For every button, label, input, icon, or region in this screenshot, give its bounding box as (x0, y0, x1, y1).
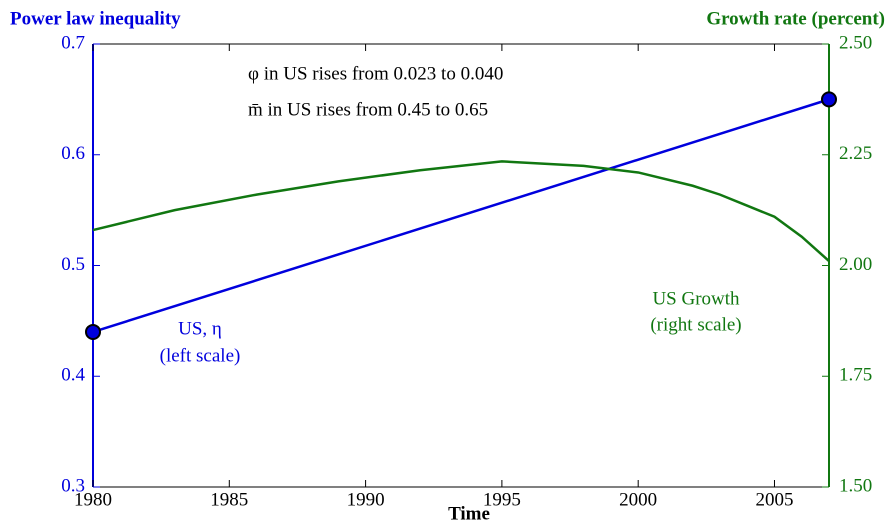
x-tick-label: 1995 (483, 489, 521, 510)
annotation: (left scale) (160, 345, 241, 366)
y-tick-label: 0.4 (61, 365, 85, 386)
x-tick-label: 2000 (619, 489, 657, 510)
annotation: (right scale) (650, 314, 741, 335)
y2-tick-label: 2.25 (839, 143, 872, 164)
x-tick-label: 2005 (755, 489, 793, 510)
marker (821, 91, 837, 108)
x-axis-title: Time (448, 503, 490, 524)
line (92, 160, 830, 263)
y-tick-label: 0.3 (61, 475, 85, 496)
y-axis-title: Power law inequality (10, 8, 181, 29)
annotation: US, η (178, 318, 222, 339)
y-tick-label: 0.5 (61, 254, 85, 275)
y2-tick-label: 2.50 (839, 32, 872, 53)
y2-axis-title: Growth rate (percent) (706, 8, 885, 29)
y-tick-label: 0.7 (61, 32, 85, 53)
annotation: φ in US rises from 0.023 to 0.040 (248, 63, 503, 84)
annotation: m̄ in US rises from 0.45 to 0.65 (248, 99, 488, 120)
line (92, 98, 830, 334)
y2-tick-label: 1.50 (839, 475, 872, 496)
x-tick-label: 1985 (210, 489, 248, 510)
y2-tick-label: 2.00 (839, 254, 872, 275)
annotation: US Growth (652, 288, 740, 309)
y-tick-label: 0.6 (61, 143, 85, 164)
x-tick-label: 1990 (347, 489, 385, 510)
x-tick-label: 1980 (74, 489, 112, 510)
y2-tick-label: 1.75 (839, 365, 872, 386)
marker (85, 323, 101, 340)
